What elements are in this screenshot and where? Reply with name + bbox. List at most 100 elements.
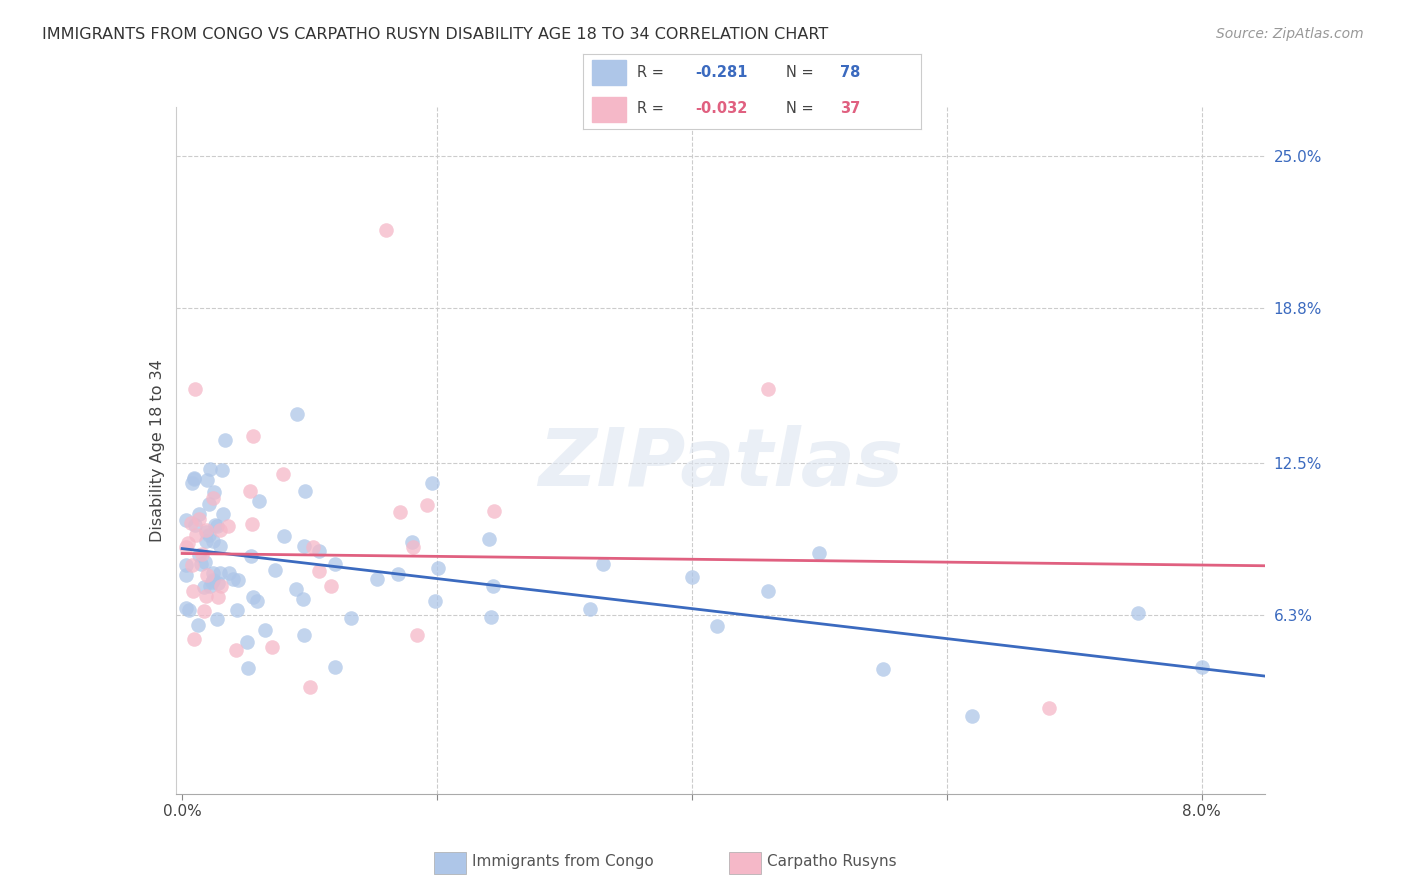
Point <box>323 660 346 674</box>
Point <box>193 580 215 594</box>
Point <box>423 594 446 608</box>
Point <box>207 576 229 591</box>
Point <box>187 507 209 521</box>
Point <box>211 507 233 521</box>
Point <box>756 583 779 598</box>
Point <box>308 544 330 558</box>
Point <box>208 539 231 553</box>
Point <box>198 461 221 475</box>
Point <box>174 601 197 615</box>
Point <box>420 476 443 491</box>
FancyBboxPatch shape <box>728 852 762 873</box>
Text: 37: 37 <box>839 102 860 116</box>
Point <box>285 407 308 421</box>
Point <box>201 574 224 588</box>
Point <box>366 572 388 586</box>
Point <box>426 561 449 575</box>
Point <box>254 623 277 637</box>
Point <box>299 680 322 694</box>
Point <box>482 579 505 593</box>
Point <box>187 512 209 526</box>
Point <box>402 540 425 554</box>
Text: -0.281: -0.281 <box>695 65 748 80</box>
Point <box>194 534 217 549</box>
Point <box>209 579 232 593</box>
Point <box>375 223 398 237</box>
Point <box>184 518 207 533</box>
Point <box>301 540 323 554</box>
Point <box>240 549 263 563</box>
Point <box>184 527 207 541</box>
Point <box>202 484 225 499</box>
Point <box>1126 607 1149 621</box>
Point <box>222 572 245 586</box>
Point <box>236 660 259 674</box>
Point <box>183 632 205 646</box>
Point <box>1191 659 1213 673</box>
Point <box>188 548 211 562</box>
Point <box>592 557 614 571</box>
Point <box>183 470 205 484</box>
Point <box>174 558 197 572</box>
Point <box>308 564 330 578</box>
Point <box>208 566 231 580</box>
FancyBboxPatch shape <box>592 96 626 122</box>
Point <box>242 590 264 604</box>
Point <box>202 533 225 548</box>
Point <box>201 491 224 506</box>
Point <box>291 592 314 607</box>
Point <box>292 539 315 553</box>
Point <box>174 568 197 582</box>
Point <box>174 513 197 527</box>
Point <box>872 662 894 676</box>
Point <box>214 434 236 448</box>
Point <box>284 582 307 596</box>
Point <box>207 590 229 604</box>
Point <box>406 628 429 642</box>
Point <box>294 483 316 498</box>
Text: R =: R = <box>637 65 669 80</box>
Point <box>273 529 295 543</box>
Point <box>198 497 221 511</box>
Point <box>195 523 218 537</box>
Point <box>260 640 283 654</box>
Point <box>194 524 217 539</box>
Point <box>323 557 346 571</box>
FancyBboxPatch shape <box>592 61 626 86</box>
Text: N =: N = <box>786 102 818 116</box>
Point <box>246 594 269 608</box>
Point <box>200 574 222 589</box>
Point <box>416 498 439 512</box>
Text: Immigrants from Congo: Immigrants from Congo <box>472 855 654 869</box>
Point <box>236 635 259 649</box>
Point <box>181 476 204 491</box>
Point <box>388 505 411 519</box>
Point <box>387 566 409 581</box>
Point <box>193 604 215 618</box>
FancyBboxPatch shape <box>433 852 467 873</box>
Point <box>181 558 204 572</box>
Point <box>195 567 218 582</box>
Point <box>195 473 218 487</box>
Point <box>194 555 217 569</box>
Point <box>271 467 294 481</box>
Point <box>478 533 501 547</box>
Point <box>194 589 217 603</box>
Point <box>1038 701 1060 715</box>
Point <box>756 382 779 396</box>
Point <box>225 643 247 657</box>
Text: ZIPatlas: ZIPatlas <box>538 425 903 503</box>
Point <box>242 428 264 442</box>
Point <box>201 566 224 581</box>
Point <box>479 610 502 624</box>
Point <box>200 579 222 593</box>
Point <box>579 601 602 615</box>
Point <box>681 570 703 584</box>
Point <box>208 523 231 537</box>
Point <box>179 603 201 617</box>
Text: -0.032: -0.032 <box>695 102 747 116</box>
Text: N =: N = <box>786 65 818 80</box>
Point <box>181 584 204 599</box>
Point <box>321 579 343 593</box>
Point <box>706 619 728 633</box>
